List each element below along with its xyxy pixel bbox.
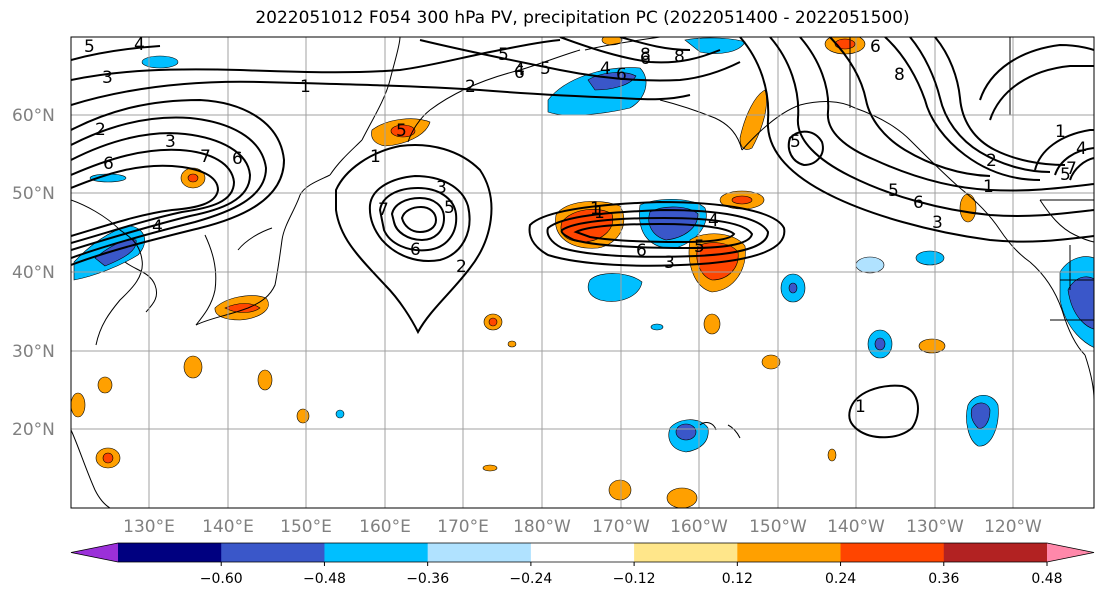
contour-label: 5 [888, 181, 899, 201]
contour-label: 2 [456, 257, 467, 277]
contour-label: 1 [983, 177, 994, 197]
colorbar-segment [737, 543, 842, 562]
contour-label: 7 [378, 200, 389, 220]
contour-labels: 5 4 3 1 2 5 6 5 4 6 6 8 2 3 6 7 6 8 1 5 … [84, 35, 1087, 417]
contour-label: 6 [616, 65, 627, 85]
lat-label: 30°N [12, 342, 55, 362]
map-panel: 5 4 3 1 2 5 6 5 4 6 6 8 2 3 6 7 6 8 1 5 … [71, 35, 1094, 508]
contour-label: 2 [465, 77, 476, 97]
contour-label: 6 [410, 240, 421, 260]
contour-label: 6 [103, 154, 114, 174]
contour-label: 2 [95, 120, 106, 140]
colorbar-tick-label: −0.48 [303, 571, 346, 587]
lon-label: 120°W [984, 517, 1042, 537]
lon-label: 160°E [359, 517, 411, 537]
colorbar-tick-label: 0.12 [722, 571, 753, 587]
contour-label: 3 [932, 213, 943, 233]
colorbar-tick-label: −0.12 [613, 571, 656, 587]
contour-label: 5 [540, 59, 551, 79]
contour-label: 4 [134, 35, 145, 55]
contour-label: 2 [986, 151, 997, 171]
lon-label: 170°W [592, 517, 650, 537]
contour-label: 4 [1076, 139, 1087, 159]
lon-label: 180°W [513, 517, 571, 537]
contour-label: 5 [444, 198, 455, 218]
contour-label: 3 [436, 178, 447, 198]
colorbar-tick-label: −0.36 [406, 571, 449, 587]
contour-label: 6 [636, 241, 647, 261]
lat-axis: 60°N 50°N 40°N 30°N 20°N [12, 106, 55, 440]
lat-label: 50°N [12, 184, 55, 204]
contour-label: 7 [1066, 159, 1077, 179]
contour-label: 5 [1060, 165, 1071, 185]
map-title: 2022051012 F054 300 hPa PV, precipitatio… [255, 8, 910, 28]
colorbar-segment [530, 543, 635, 562]
colorbar-segment [634, 543, 738, 562]
contour-label: 1 [370, 147, 381, 167]
lon-label: 150°W [749, 517, 807, 537]
contour-label: 5 [396, 121, 407, 141]
contour-label: 8 [640, 45, 651, 65]
lat-label: 20°N [12, 420, 55, 440]
contour-label: 1 [1055, 122, 1066, 142]
contour-label: 3 [664, 253, 675, 273]
colorbar-segment [840, 543, 945, 562]
lon-label: 140°W [827, 517, 885, 537]
lon-label: 140°E [202, 517, 254, 537]
graticule [71, 37, 1094, 508]
colorbar-tick-label: −0.60 [200, 571, 243, 587]
contour-label: 5 [84, 37, 95, 57]
colorbar-segment [118, 543, 222, 562]
lat-label: 40°N [12, 263, 55, 283]
colorbar-tick-label: 0.48 [1031, 571, 1062, 587]
lon-label: 130°E [123, 517, 175, 537]
contour-label: 3 [102, 68, 113, 88]
contour-label: 4 [600, 59, 611, 79]
contour-label: 5 [498, 45, 509, 65]
contour-label: 6 [514, 63, 525, 83]
contour-label: 8 [674, 47, 685, 67]
contour-label: 1 [594, 203, 605, 223]
contour-label: 4 [514, 60, 525, 80]
lon-label: 170°E [437, 517, 489, 537]
colorbar-segment [221, 543, 325, 562]
colorbar-segment [943, 543, 1048, 562]
colorbar-tick-label: 0.36 [928, 571, 959, 587]
colorbar-extend-min [71, 543, 118, 562]
contour-label: 3 [165, 132, 176, 152]
colorbar: −0.60 −0.48 −0.36 −0.24 −0.12 0.12 0.24 0.36 0.4… [70, 542, 1095, 587]
map-frame [70, 36, 1095, 509]
lon-label: 160°W [670, 517, 728, 537]
contour-label: 8 [894, 65, 905, 85]
contour-label: 6 [232, 149, 243, 169]
lon-label: 130°W [906, 517, 964, 537]
contour-label: 5 [790, 132, 801, 152]
contour-label: 5 [694, 237, 705, 257]
colorbar-outline [70, 542, 1095, 563]
contour-label: 6 [640, 49, 651, 69]
colorbar-segment [324, 543, 429, 562]
lon-axis: 130°E 140°E 150°E 160°E 170°E 180°W 170°… [123, 517, 1042, 537]
colorbar-extend-max [1047, 543, 1094, 562]
colorbar-tick-label: 0.24 [825, 571, 856, 587]
contour-label: 4 [152, 217, 163, 237]
contour-label: 1 [855, 397, 866, 417]
lat-label: 60°N [12, 106, 55, 126]
contour-label: 4 [708, 211, 719, 231]
contour-label: 1 [590, 199, 601, 219]
pv-contours [71, 37, 1094, 439]
colorbar-segment [427, 543, 532, 562]
contour-label: 1 [300, 77, 311, 97]
colorbar-tick-label: −0.24 [509, 571, 552, 587]
contour-label: 7 [200, 147, 211, 167]
lon-label: 150°E [280, 517, 332, 537]
contour-label: 6 [913, 193, 924, 213]
contour-label: 6 [870, 37, 881, 57]
